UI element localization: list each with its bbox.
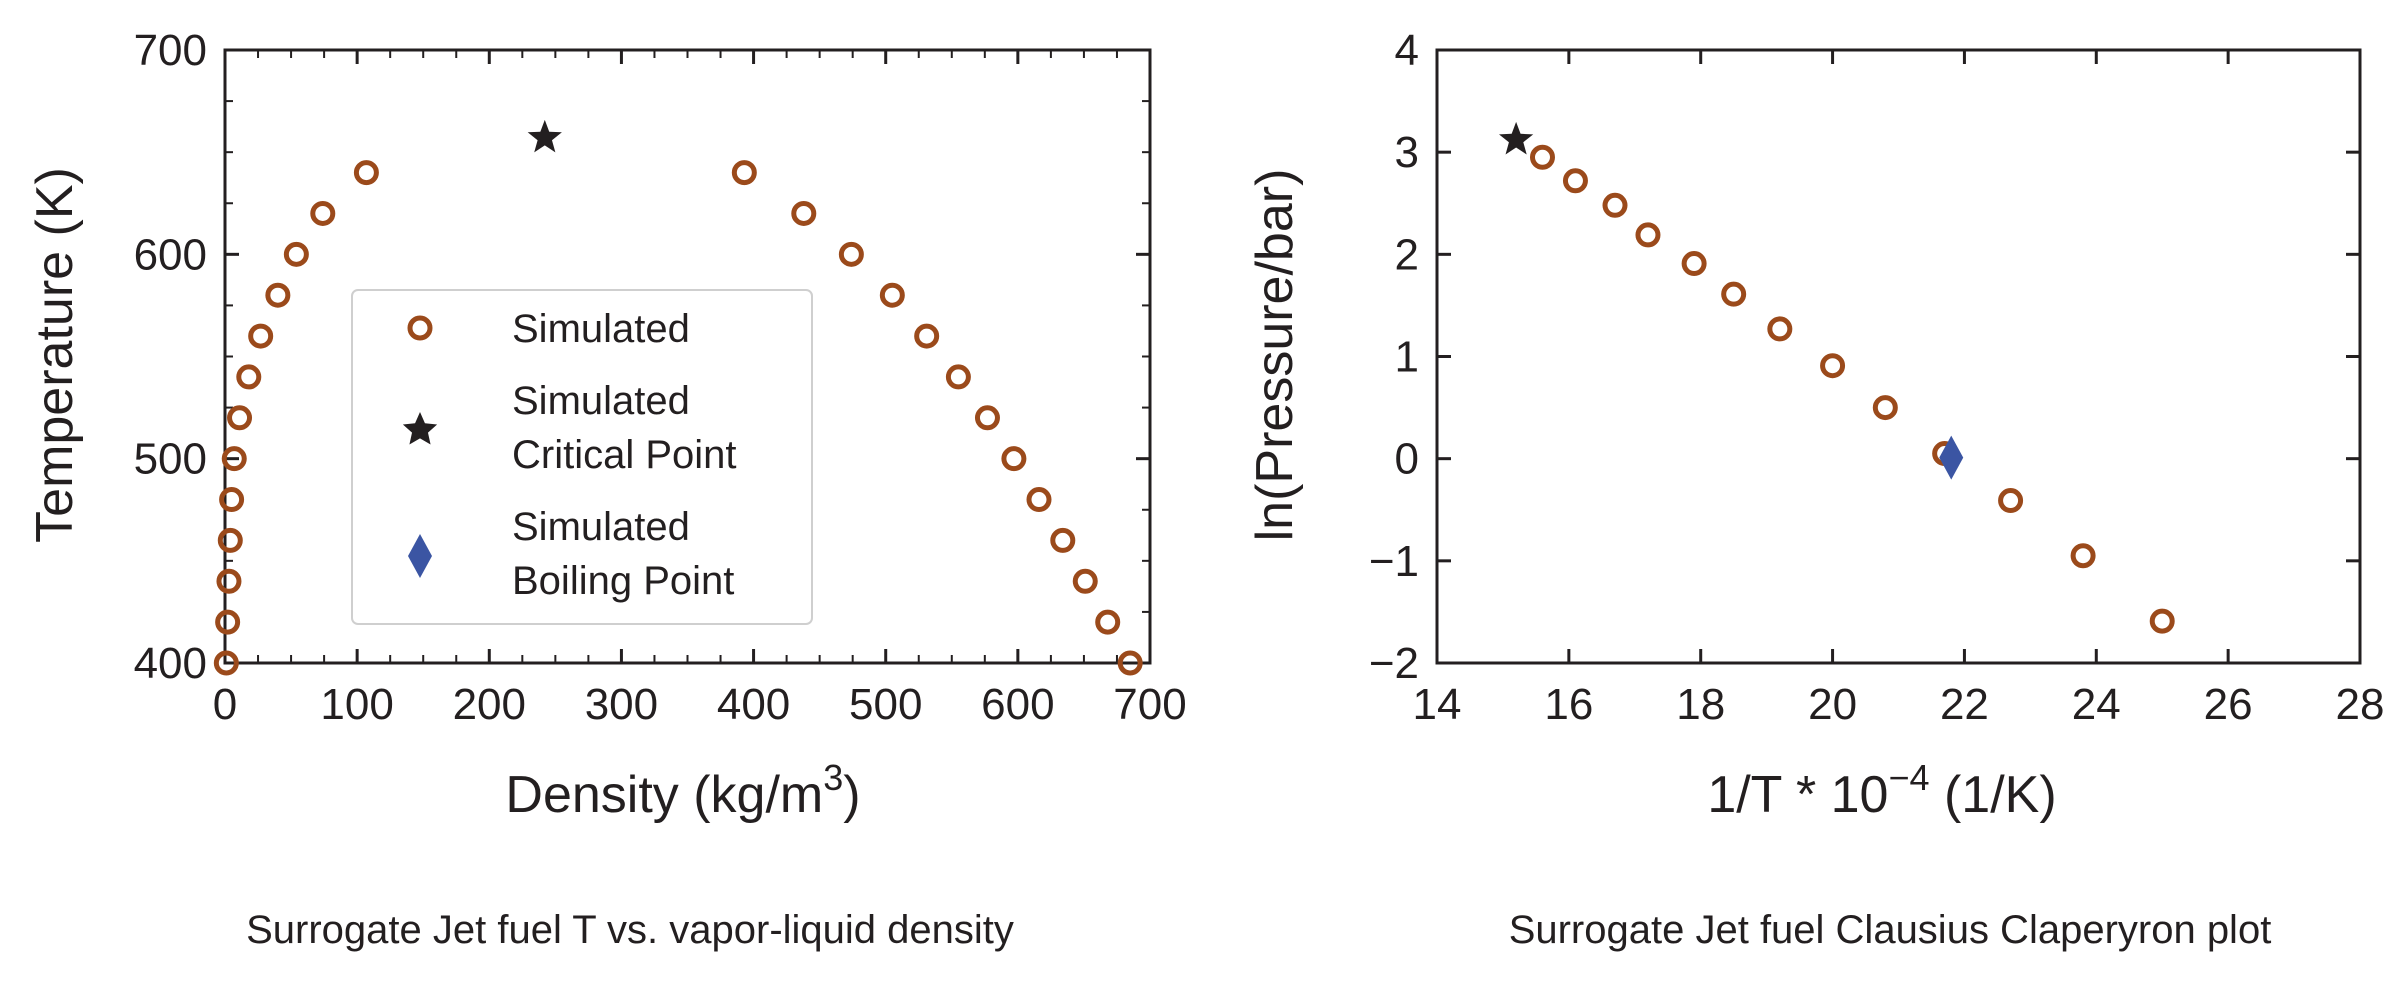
right-ytick-label: 3 <box>1395 128 1419 177</box>
right-data-point <box>1529 144 1555 170</box>
left-data-point <box>310 200 336 226</box>
left-data-point <box>353 160 379 186</box>
left-xtick-label: 100 <box>320 680 393 729</box>
right-xtick-label: 24 <box>2072 680 2121 729</box>
right-ytick-label: 4 <box>1395 26 1419 75</box>
left-data-point <box>213 650 239 676</box>
clausius-clapeyron-chart: 14 16 18 20 22 24 26 28 −2 −1 0 1 2 3 4 ln(Pressure/ba… <box>1246 26 2385 952</box>
left-xlabel: Density (kg/m3) <box>505 757 860 824</box>
left-xtick-label: 300 <box>585 680 658 729</box>
right-data-point <box>2149 608 2175 634</box>
left-xtick-label: 500 <box>849 680 922 729</box>
right-ytick-label: −1 <box>1369 537 1419 586</box>
right-ytick-label: 1 <box>1395 333 1419 382</box>
left-critical-point-star <box>527 119 562 153</box>
right-caption: Surrogate Jet fuel Clausius Claperyron p… <box>1509 908 2272 952</box>
left-ylabel: Temperature (K) <box>26 167 84 543</box>
left-ytick-label: 700 <box>134 26 207 75</box>
legend-label-boiling-1: Simulated <box>512 505 690 549</box>
legend: Simulated Simulated Critical Point Simul… <box>351 289 813 625</box>
right-ytick-label: −2 <box>1369 639 1419 688</box>
legend-label-simulated: Simulated <box>512 307 690 351</box>
left-data-point <box>945 364 971 390</box>
right-xtick-label: 16 <box>1544 680 1593 729</box>
left-data-point <box>838 241 864 267</box>
left-data-point <box>221 446 247 472</box>
left-data-point <box>217 527 243 553</box>
legend-star-marker <box>402 412 438 445</box>
left-data-point <box>974 405 1000 431</box>
left-xtick-label: 200 <box>453 680 526 729</box>
temperature-density-chart: 0 100 200 300 400 500 600 700 400 500 600 700 Tempe… <box>26 26 1187 952</box>
right-xtick-label: 22 <box>1940 680 1989 729</box>
left-data-point <box>227 405 253 431</box>
left-data-point <box>216 568 242 594</box>
legend-label-critical-2: Critical Point <box>512 433 737 477</box>
left-data-point <box>236 364 262 390</box>
left-plot-area <box>213 48 1152 676</box>
left-xtick-label: 0 <box>213 680 237 729</box>
right-data-point <box>1635 222 1661 248</box>
right-data-point <box>1602 192 1628 218</box>
right-data-point <box>1721 281 1747 307</box>
right-xtick-label: 18 <box>1676 680 1725 729</box>
right-data-point <box>1820 353 1846 379</box>
right-xlabel: 1/T * 10−4 (1/K) <box>1707 757 2056 824</box>
right-data-point <box>1998 488 2024 514</box>
left-data-point <box>283 241 309 267</box>
left-data-point <box>265 282 291 308</box>
left-data-point <box>1050 527 1076 553</box>
legend-circle-marker <box>407 315 433 341</box>
legend-diamond-marker <box>408 534 432 578</box>
left-xtick-label: 600 <box>981 680 1054 729</box>
right-xtick-label: 28 <box>2336 680 2385 729</box>
left-data-point <box>1095 609 1121 635</box>
legend-label-boiling-2: Boiling Point <box>512 559 734 603</box>
left-data-point <box>879 282 905 308</box>
right-plot-area <box>1435 48 2362 665</box>
right-data-point <box>1872 395 1898 421</box>
left-xtick-label: 700 <box>1113 680 1186 729</box>
right-ytick-label: 0 <box>1395 435 1419 484</box>
left-data-point <box>1001 446 1027 472</box>
right-data-point <box>2070 543 2096 569</box>
left-ytick-label: 500 <box>134 435 207 484</box>
left-data-point <box>731 160 757 186</box>
right-data-point <box>1767 316 1793 342</box>
left-data-point <box>1026 487 1052 513</box>
left-data-point <box>1072 568 1098 594</box>
left-ytick-label: 400 <box>134 639 207 688</box>
right-data-point <box>1681 251 1707 277</box>
right-boiling-point-diamond <box>1939 435 1964 480</box>
right-data-point <box>1562 168 1588 194</box>
left-data-point <box>219 487 245 513</box>
left-data-point <box>215 609 241 635</box>
left-tick-labels: 0 100 200 300 400 500 600 700 400 500 600 700 <box>134 26 1187 729</box>
right-tick-labels: 14 16 18 20 22 24 26 28 −2 −1 0 1 2 3 4 <box>1369 26 2385 729</box>
right-xtick-label: 26 <box>2204 680 2253 729</box>
left-data-point <box>248 323 274 349</box>
right-ylabel: ln(Pressure/bar) <box>1246 169 1304 542</box>
right-xtick-label: 20 <box>1808 680 1857 729</box>
left-data-point <box>1117 650 1143 676</box>
left-data-point <box>791 200 817 226</box>
right-axes-frame <box>1435 48 2362 665</box>
right-xtick-label: 14 <box>1413 680 1462 729</box>
right-critical-point-star <box>1499 121 1534 155</box>
left-xtick-label: 400 <box>717 680 790 729</box>
legend-label-critical-1: Simulated <box>512 379 690 423</box>
left-ytick-label: 600 <box>134 230 207 279</box>
legend-box <box>351 289 813 625</box>
left-caption: Surrogate Jet fuel T vs. vapor-liquid de… <box>246 908 1014 952</box>
left-data-point <box>914 323 940 349</box>
right-ytick-label: 2 <box>1395 230 1419 279</box>
